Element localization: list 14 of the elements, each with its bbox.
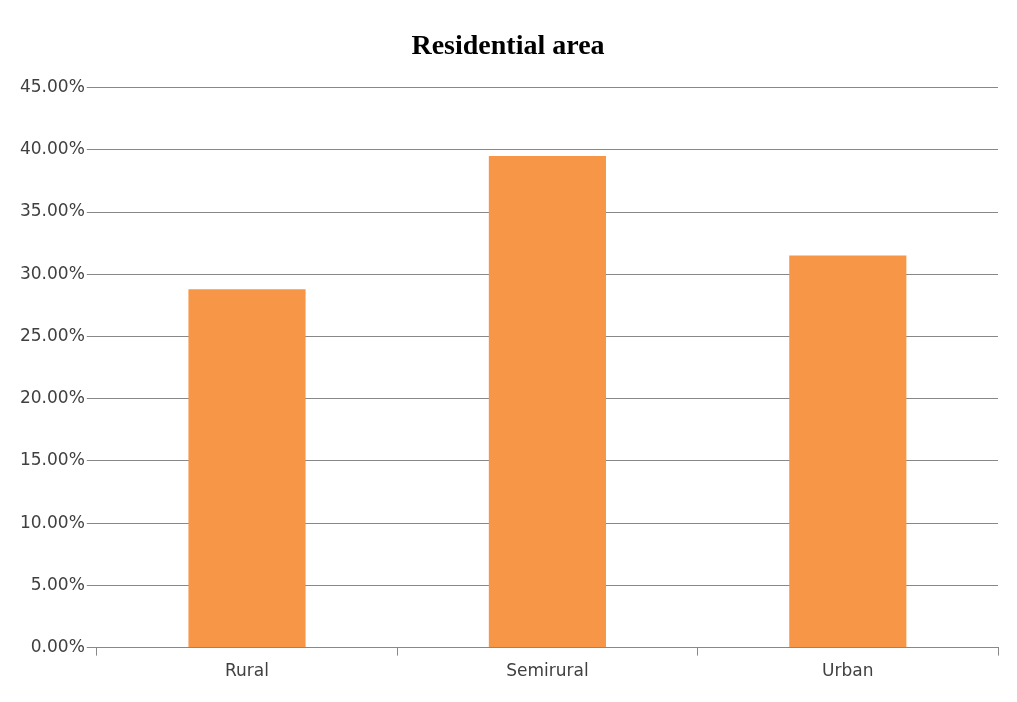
y-tick-label: 25.00% (19, 324, 85, 345)
y-tick-label: 15.00% (19, 449, 85, 470)
y-tick-label: 0.00% (30, 636, 85, 657)
y-tick-label: 45.00% (19, 76, 85, 97)
y-tick-label: 40.00% (19, 138, 85, 159)
y-tick-label: 10.00% (19, 511, 85, 532)
y-tick-label: 20.00% (19, 387, 85, 408)
x-tick-label: Urban (822, 660, 874, 681)
y-tick-label: 30.00% (19, 262, 85, 283)
y-tick-label: 35.00% (19, 200, 85, 221)
y-tick-label: 5.00% (30, 573, 85, 594)
chart-title: Residential area (411, 29, 605, 61)
x-tick-label: Rural (225, 660, 269, 681)
x-tick-label: Semirural (506, 660, 589, 681)
